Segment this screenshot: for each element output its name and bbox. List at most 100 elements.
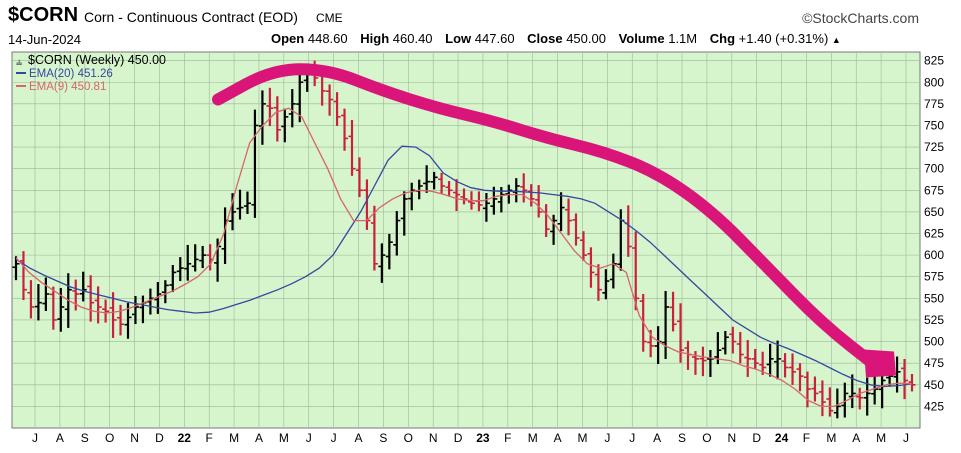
- ohlc-bar: [393, 211, 401, 256]
- x-tick-label: 23: [476, 431, 490, 445]
- x-tick-label: O: [702, 431, 711, 445]
- legend-entry: $CORN (Weekly) 450.00: [28, 53, 166, 67]
- trend-arrow-annotation: [212, 63, 884, 374]
- ohlc-bar: [796, 363, 804, 392]
- ohlc-bar: [94, 286, 102, 324]
- chart-date: 14-Jun-2024: [8, 32, 81, 47]
- ohlc-bar: [736, 331, 744, 364]
- y-tick-label: 425: [924, 399, 944, 413]
- high-value: 460.40: [392, 31, 433, 46]
- ohlc-bar: [176, 257, 184, 282]
- ohlc-bar: [131, 296, 139, 325]
- ohlc-bar: [893, 356, 901, 393]
- ohlc-bar: [184, 244, 192, 281]
- source-credit[interactable]: ©StockCharts.com: [802, 10, 919, 26]
- ohlc-bar: [453, 179, 461, 212]
- ohlc-bar: [355, 157, 363, 198]
- x-tick-label: S: [81, 431, 89, 445]
- x-tick-label: D: [454, 431, 463, 445]
- ohlc-bar: [594, 264, 602, 301]
- ohlc-bar: [19, 251, 27, 301]
- ohlc-bar: [826, 387, 834, 417]
- y-tick-label: 700: [924, 162, 944, 176]
- y-tick-label: 825: [924, 54, 944, 68]
- x-tick-label: A: [554, 431, 562, 445]
- ohlc-bar: [550, 214, 558, 245]
- ohlc-bar: [109, 292, 117, 338]
- y-tick-label: 475: [924, 356, 944, 370]
- ohlc-bar: [751, 348, 759, 370]
- ohlc-bar: [901, 358, 909, 400]
- ohlc-bar: [102, 299, 110, 323]
- volume-label: Volume: [618, 31, 665, 46]
- high-label: High: [360, 31, 390, 46]
- x-tick-label: M: [577, 431, 587, 445]
- ohlc-bar: [273, 96, 281, 142]
- exchange-label: CME: [316, 11, 343, 25]
- chg-label: Chg: [709, 31, 736, 46]
- x-tick-label: S: [379, 431, 387, 445]
- ohlc-bar: [766, 343, 774, 377]
- ohlc-bar: [908, 373, 916, 392]
- ohlc-bar: [512, 178, 520, 203]
- ohlc-bar: [333, 92, 341, 126]
- y-axis: 425 450 475 500 525 550 575 600 625 650 675 700 725 7…: [924, 54, 944, 414]
- ohlc-bar: [520, 173, 528, 203]
- ohlc-bar: [460, 188, 468, 205]
- ohlc-bar: [385, 233, 393, 270]
- close-label: Close: [527, 31, 563, 46]
- ohlc-bar: [662, 291, 670, 360]
- ohlc-bar: [251, 109, 259, 218]
- ohlc-bar: [818, 380, 826, 417]
- y-tick-label: 750: [924, 118, 944, 132]
- ohlc-bar: [602, 269, 610, 300]
- x-tick-label: A: [653, 431, 661, 445]
- ohlc-bar: [587, 247, 595, 288]
- x-tick-label: J: [629, 431, 635, 445]
- ohlc-bar: [288, 89, 296, 128]
- y-tick-label: 650: [924, 205, 944, 219]
- x-tick-label: M: [229, 431, 239, 445]
- x-tick-label: J: [903, 431, 909, 445]
- ohlc-bar: [841, 382, 849, 418]
- ohlc-bar: [42, 277, 50, 312]
- ohlc-bar: [236, 189, 244, 220]
- x-tick-label: N: [429, 431, 438, 445]
- ohlc-bar: [572, 213, 580, 246]
- open-label: Open: [271, 31, 305, 46]
- x-tick-label: A: [56, 431, 64, 445]
- x-tick-label: O: [404, 431, 413, 445]
- ohlc-bar: [79, 271, 87, 302]
- ohlc-bar: [729, 326, 737, 354]
- ohlc-bar: [199, 245, 207, 269]
- ohlc-bar: [632, 231, 640, 311]
- ohlc-bar: [579, 231, 587, 261]
- x-tick-label: 22: [178, 431, 192, 445]
- open-value: 448.60: [307, 31, 348, 46]
- y-tick-label: 800: [924, 75, 944, 89]
- x-axis: J A S O N D 22 F M A M J J A S O N D 23 F M A M J J A S O N D 24 F M A M J: [32, 431, 909, 445]
- ohlc-bar: [699, 346, 707, 377]
- ohlc-bar: [12, 256, 20, 281]
- ohlc-bar: [370, 205, 378, 271]
- y-tick-label: 600: [924, 248, 944, 262]
- close-value: 450.00: [566, 31, 606, 46]
- x-tick-label: D: [155, 431, 164, 445]
- plot-area: [11, 51, 921, 429]
- ohlc-bar: [49, 286, 57, 330]
- ohlc-bar: [266, 87, 274, 127]
- ohlc-bar: [856, 387, 864, 410]
- ohlc-bar: [408, 182, 416, 211]
- grid-lines: [12, 52, 920, 428]
- x-tick-label: F: [206, 431, 213, 445]
- x-tick-label: A: [255, 431, 263, 445]
- ohlc-bar: [296, 66, 304, 123]
- low-value: 447.60: [474, 31, 515, 46]
- ohlc-bar: [400, 191, 408, 236]
- y-tick-label: 725: [924, 140, 944, 154]
- ohlc-bar: [341, 108, 349, 151]
- ohlc-bar: [803, 371, 811, 408]
- x-tick-label: N: [727, 431, 736, 445]
- ohlc-bar: [281, 108, 289, 143]
